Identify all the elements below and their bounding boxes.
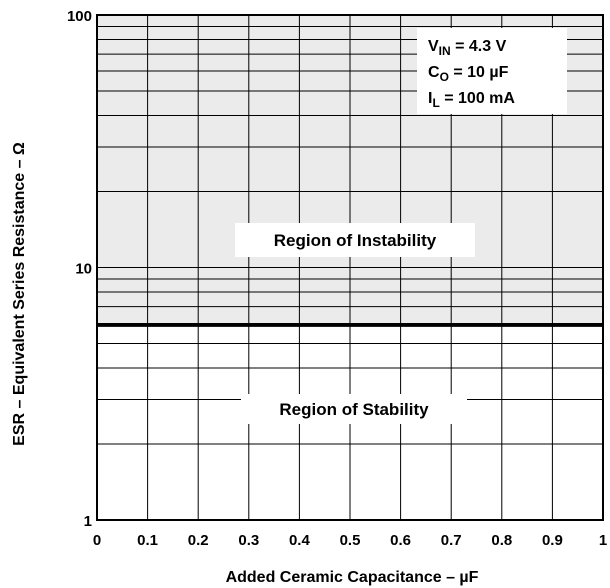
stability-label-background [241, 394, 467, 424]
x-tick-label: 0.7 [441, 532, 462, 549]
x-tick-label: 1 [599, 532, 607, 549]
y-tick-label: 100 [67, 8, 92, 25]
instability-label-background [235, 223, 475, 257]
x-tick-label: 0.2 [188, 532, 209, 549]
x-tick-label: 0.3 [238, 532, 259, 549]
instability-region-label: Region of Instability [274, 231, 437, 250]
x-tick-label: 0.1 [137, 532, 158, 549]
condition-co: CO = 10 µF [428, 64, 509, 84]
x-tick-label: 0.5 [340, 532, 361, 549]
y-tick-labels: 1 10 100 [67, 8, 92, 530]
x-tick-label: 0.6 [390, 532, 411, 549]
x-tick-labels: 0 0.1 0.2 0.3 0.4 0.5 0.6 0.7 0.8 0.9 1 [93, 532, 607, 549]
x-tick-label: 0.4 [289, 532, 311, 549]
y-tick-label: 10 [75, 261, 92, 278]
condition-vin: VIN = 4.3 V [428, 38, 507, 58]
y-tick-label: 1 [84, 513, 92, 530]
x-axis-title: Added Ceramic Capacitance – µF [226, 569, 479, 586]
condition-il: IL = 100 mA [428, 90, 515, 110]
stability-region-label: Region of Stability [279, 400, 429, 419]
plot-frame [96, 14, 604, 521]
y-axis-title: ESR – Equivalent Series Resistance – Ω [11, 142, 28, 446]
x-tick-label: 0.9 [542, 532, 563, 549]
x-tick-label: 0 [93, 532, 101, 549]
conditions-box [417, 28, 567, 114]
x-tick-label: 0.8 [491, 532, 512, 549]
